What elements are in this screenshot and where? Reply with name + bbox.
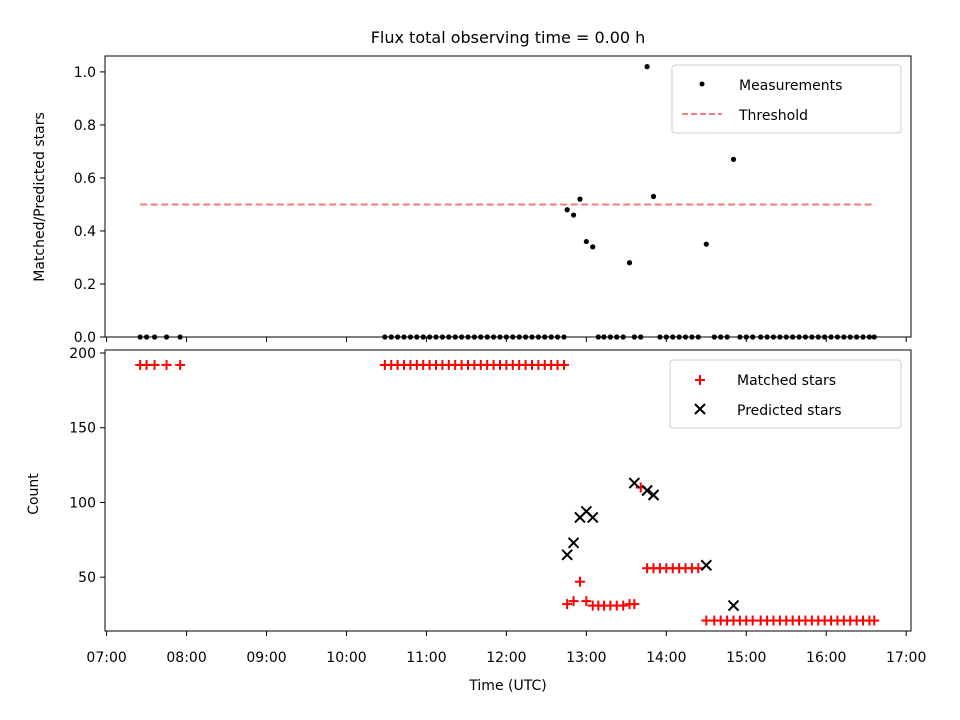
top-y-axis-label: Matched/Predicted stars (32, 112, 48, 282)
matched-star-point (618, 600, 629, 611)
matched-star-point (149, 359, 160, 370)
matched-star-point (869, 615, 880, 626)
measurement-point (577, 196, 583, 202)
legend-measurements-label: Measurements (739, 78, 842, 94)
top-y-tick-label: 0.6 (74, 171, 96, 187)
bottom-y-tick-label: 50 (78, 570, 96, 586)
measurement-point (564, 207, 570, 213)
top-y-tick-label: 1.0 (74, 65, 96, 81)
matched-star-point (562, 599, 573, 610)
matched-star-point (581, 596, 592, 607)
predicted-x-b (727, 599, 740, 612)
legend-predicted-marker (694, 403, 706, 415)
matched-star-point (558, 359, 569, 370)
top-y-tick-label: 0.2 (74, 277, 96, 293)
bottom-x-tick-label: 13:00 (566, 650, 606, 666)
bottom-x-tick-label: 17:00 (886, 650, 926, 666)
measurement-point (644, 64, 650, 70)
measurement-point (650, 193, 657, 200)
bottom-x-tick-label: 15:00 (726, 650, 766, 666)
predicted-star-point (587, 511, 599, 524)
measurement-point (703, 241, 709, 247)
predicted-x-b (641, 484, 653, 497)
legend-threshold-label: Threshold (738, 108, 808, 124)
bottom-plot-area (135, 359, 880, 626)
bottom-x-tick-label: 09:00 (246, 650, 286, 666)
bottom-x-tick-label: 08:00 (166, 650, 206, 666)
top-legend: Measurements Threshold (671, 64, 902, 134)
matched-star-point (693, 563, 704, 574)
top-axes: 0.0 0.2 0.4 0.6 0.8 1.0 Matched/Predicted sta… (32, 55, 912, 346)
measurement-point (590, 244, 596, 250)
matched-star-point (568, 596, 579, 607)
bottom-legend: Matched stars Predicted stars (669, 359, 902, 429)
bottom-y-tick-label: 100 (69, 495, 96, 511)
predicted-x-b (587, 511, 599, 524)
bottom-x-tick-label: 12:00 (486, 650, 526, 666)
bottom-y-axis-label: Count (26, 473, 42, 515)
top-x-ticks (106, 337, 907, 342)
top-y-tick-label: 0.0 (74, 330, 96, 346)
top-y-ticks: 0.0 0.2 0.4 0.6 0.8 1.0 (74, 65, 105, 346)
predicted-star-point (561, 549, 573, 561)
legend-measurements-marker (699, 81, 705, 87)
predicted-star-point (628, 477, 641, 489)
bottom-x-tick-label: 11:00 (406, 650, 446, 666)
matched-star-point (161, 359, 172, 370)
matched-star-point (175, 359, 186, 370)
top-y-tick-label: 0.4 (74, 224, 96, 240)
legend-predicted-label: Predicted stars (737, 403, 842, 419)
bottom-x-tick-label: 16:00 (806, 650, 846, 666)
matched-star-point (629, 599, 640, 610)
measurement-point (570, 212, 577, 218)
predicted-x-b (561, 549, 573, 561)
predicted-star-point (700, 559, 713, 571)
bottom-x-tick-label: 10:00 (326, 650, 366, 666)
predicted-x-b (647, 489, 660, 501)
bottom-y-tick-label: 200 (69, 346, 96, 362)
bottom-axes-frame (104, 349, 912, 632)
top-axes-frame (104, 55, 912, 338)
predicted-x-b (580, 505, 593, 518)
bottom-axes: 50 100 150 200 07:00 08:00 09:00 10:00 11:00 12:… (26, 346, 926, 694)
legend-matched-marker (695, 375, 705, 385)
measurement-point (730, 156, 737, 162)
top-legend-box (671, 64, 902, 134)
measurement-point (626, 260, 633, 266)
predicted-x-b (567, 537, 580, 549)
bottom-x-tick-label: 14:00 (646, 650, 686, 666)
predicted-x-b (628, 477, 641, 489)
bottom-x-ticks: 07:00 08:00 09:00 10:00 11:00 12:00 13:00 14:00… (86, 631, 926, 666)
legend-matched-label: Matched stars (737, 373, 836, 389)
chart-title: Flux total observing time = 0.00 h (371, 28, 646, 47)
predicted-star-point (567, 537, 580, 549)
bottom-x-tick-label: 07:00 (86, 650, 126, 666)
x-axis-label: Time (UTC) (468, 678, 546, 694)
bottom-y-tick-label: 150 (69, 421, 96, 437)
predicted-star-point (641, 484, 653, 497)
bottom-y-ticks: 50 100 150 200 (69, 346, 105, 586)
measurement-point (583, 238, 589, 245)
bottom-legend-box (669, 359, 902, 429)
predicted-star-point (647, 489, 660, 501)
predicted-x-b (700, 559, 713, 571)
matched-star-point (574, 576, 585, 587)
predicted-star-point (727, 599, 740, 612)
top-y-tick-label: 0.8 (74, 118, 96, 134)
